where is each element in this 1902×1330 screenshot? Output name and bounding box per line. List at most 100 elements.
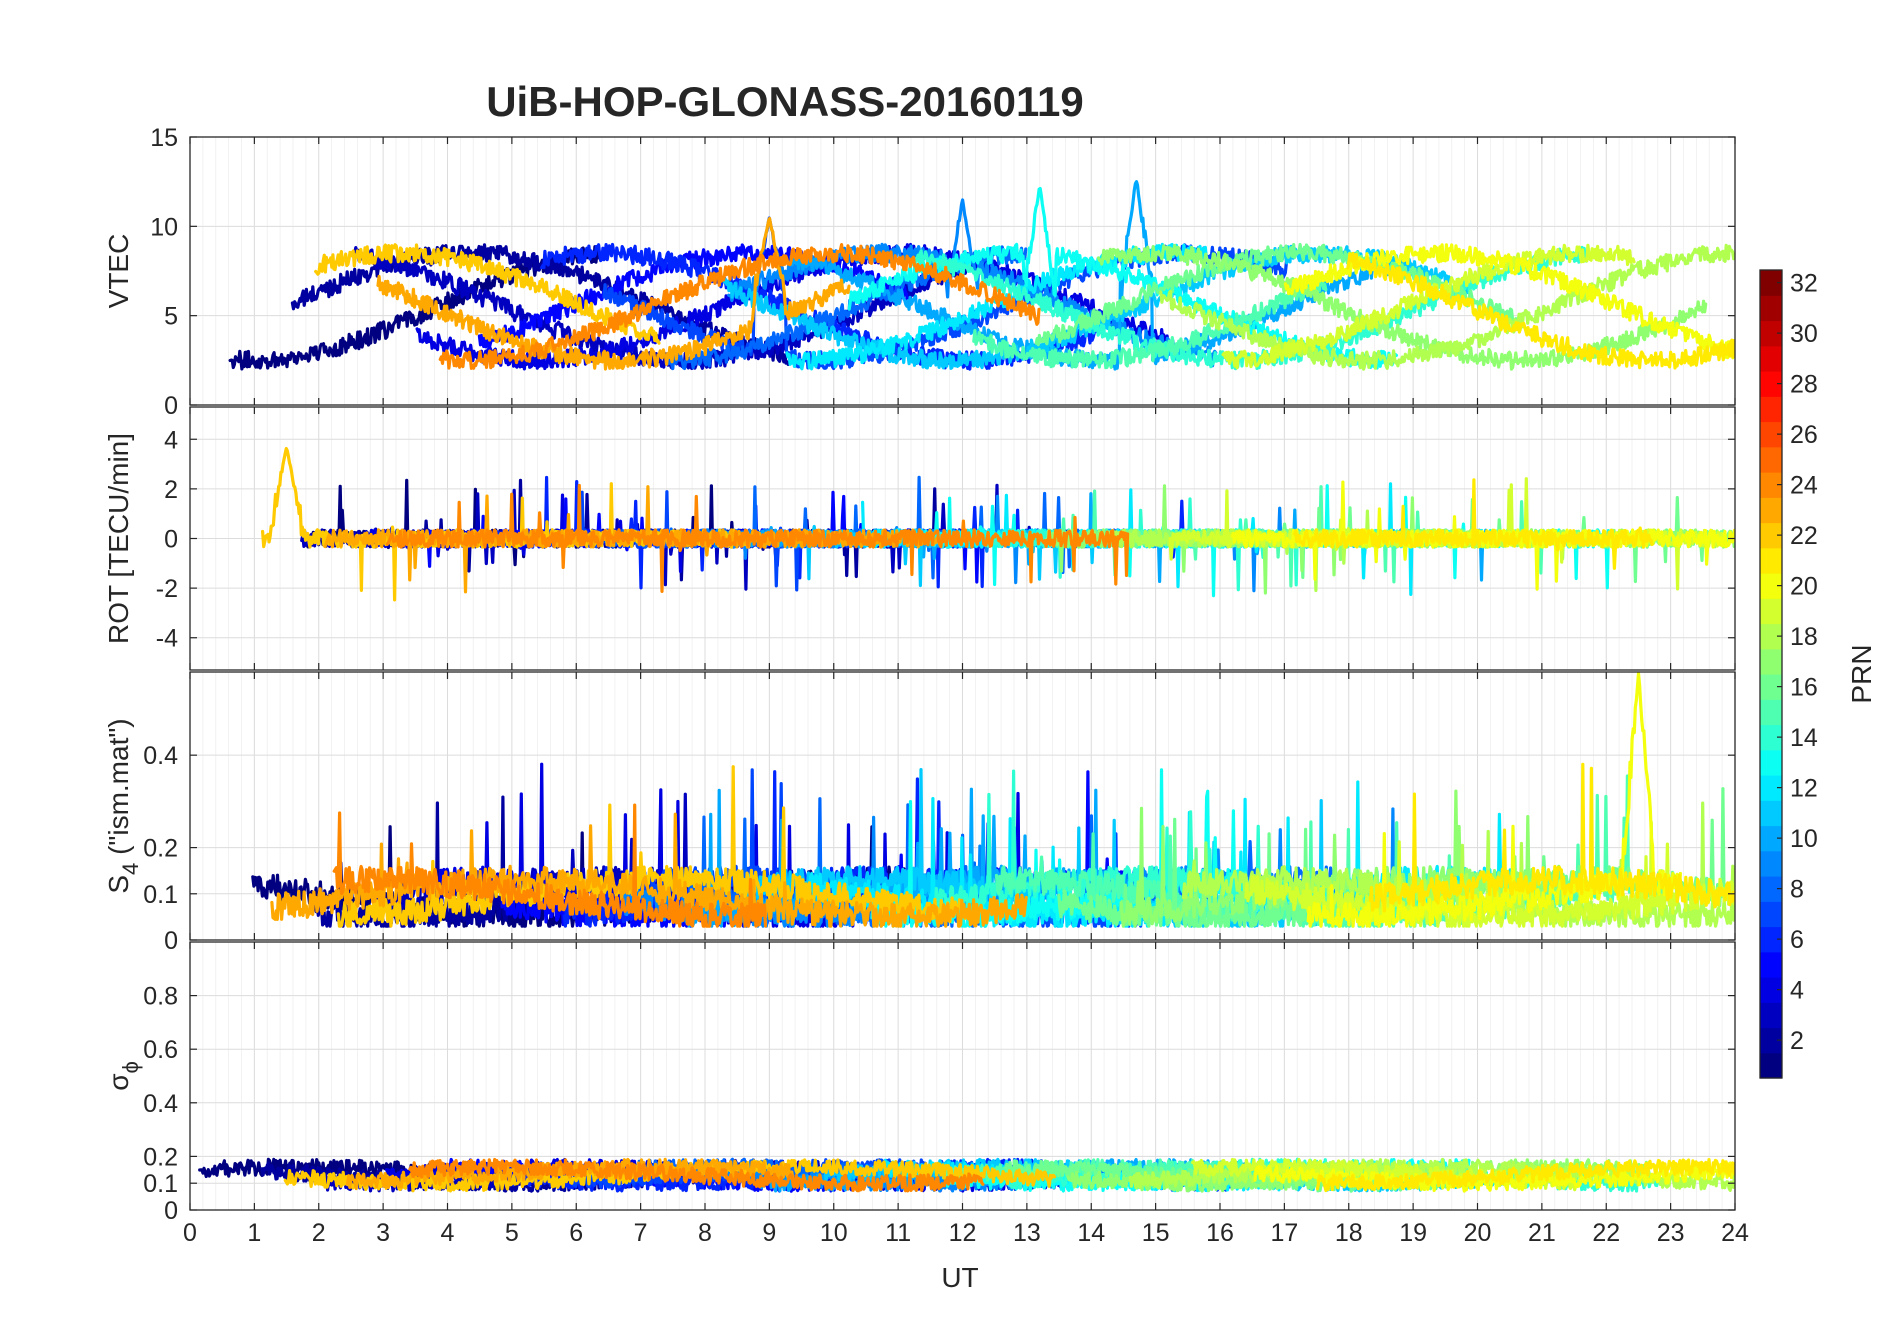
x-tick-label: 2	[312, 1219, 326, 1247]
colorbar-band	[1760, 648, 1782, 675]
y-tick-label: 2	[164, 476, 178, 504]
x-tick-label: 4	[441, 1219, 455, 1247]
x-tick-label: 5	[505, 1219, 519, 1247]
y-tick-label: 0.2	[143, 1143, 178, 1171]
colorbar-band	[1760, 876, 1782, 902]
colorbar-band	[1760, 598, 1782, 625]
y-axis-label: VTEC	[103, 234, 134, 309]
colorbar-tick-label: 18	[1790, 623, 1818, 651]
series-line-prn-21	[1368, 762, 1735, 913]
colorbar-band	[1760, 699, 1782, 726]
y-tick-label: 0.8	[143, 983, 178, 1011]
series-line-prn-17	[1066, 1158, 1652, 1193]
colorbar-band	[1760, 926, 1782, 953]
x-tick-label: 19	[1399, 1219, 1427, 1247]
colorbar-tick-label: 22	[1790, 522, 1818, 550]
colorbar-label: PRN	[1846, 644, 1877, 703]
x-axis-label: UT	[941, 1262, 978, 1293]
colorbar-band	[1760, 446, 1782, 473]
x-tick-label: 21	[1528, 1219, 1556, 1247]
y-tick-label: 5	[164, 303, 178, 331]
x-tick-label: 22	[1592, 1219, 1620, 1247]
y-tick-label: 0	[164, 927, 178, 955]
x-tick-label: 23	[1657, 1219, 1685, 1247]
colorbar-frame	[1759, 269, 1783, 1079]
y-tick-label: 0.4	[143, 742, 178, 770]
colorbar-tick-label: 6	[1790, 926, 1804, 954]
y-axis-label: σϕ	[103, 1061, 143, 1091]
colorbar-band	[1760, 901, 1782, 928]
colorbar-tick-label: 16	[1790, 674, 1818, 702]
colorbar-tick-label: 30	[1790, 320, 1818, 348]
y-tick-label: 0	[164, 526, 178, 554]
x-tick-label: 1	[247, 1219, 261, 1247]
series-line-prn-22	[314, 243, 661, 345]
trace-group	[261, 446, 1735, 602]
colorbar-band	[1760, 396, 1782, 423]
colorbar-band	[1760, 800, 1782, 827]
colorbar-band	[1760, 345, 1782, 372]
series-line-prn-21	[1293, 478, 1654, 570]
y-tick-label: 0.1	[143, 1170, 178, 1198]
series-line-prn-24	[408, 1157, 985, 1193]
x-tick-label: 14	[1077, 1219, 1105, 1247]
colorbar-band	[1760, 951, 1782, 978]
colorbar-tick-label: 10	[1790, 825, 1818, 853]
x-tick-label: 18	[1335, 1219, 1363, 1247]
y-tick-label: 0.4	[143, 1090, 178, 1118]
x-tick-label: 20	[1464, 1219, 1492, 1247]
x-tick-label: 10	[820, 1219, 848, 1247]
series-line-prn-24	[332, 803, 768, 928]
y-tick-label: 0.1	[143, 881, 178, 909]
series-line-prn-14	[909, 245, 1588, 371]
colorbar-tick-label: 20	[1790, 573, 1818, 601]
colorbar-band	[1760, 977, 1782, 1003]
colorbar-band	[1760, 497, 1782, 524]
colorbar-tick-label: 4	[1790, 977, 1804, 1005]
x-tick-label: 12	[949, 1219, 977, 1247]
x-tick-label: 9	[762, 1219, 776, 1247]
colorbar-band	[1760, 749, 1782, 776]
colorbar-tick-label: 28	[1790, 371, 1818, 399]
colorbar-band	[1760, 522, 1782, 549]
series-line-prn-17	[1096, 243, 1708, 371]
x-tick-label: 8	[698, 1219, 712, 1247]
y-axis-label: ROT [TECU/min]	[103, 433, 134, 644]
x-tick-label: 13	[1013, 1219, 1041, 1247]
colorbar-band	[1760, 472, 1782, 498]
y-tick-label: 0	[164, 392, 178, 420]
chart-title: UiB-HOP-GLONASS-20160119	[486, 78, 1084, 125]
panel-s4: 0 0.1 0.2 0.4S4 ("ism.mat")	[103, 671, 1736, 955]
series-line-prn-22	[261, 446, 750, 602]
x-tick-label: 6	[569, 1219, 583, 1247]
y-tick-label: 4	[164, 426, 178, 454]
colorbar-tick-label: 2	[1790, 1027, 1804, 1055]
colorbar-tick-label: 32	[1790, 270, 1818, 298]
colorbar-band	[1760, 1002, 1782, 1029]
panel-rot: -4 -2 0 2 4 ROT [TECU/min]	[103, 406, 1736, 671]
colorbar-band	[1760, 1052, 1782, 1079]
y-tick-label: 0.6	[143, 1036, 178, 1064]
x-tick-label: 0	[183, 1219, 197, 1247]
colorbar-band	[1760, 573, 1782, 599]
trace-group	[251, 672, 1735, 928]
colorbar-band	[1760, 850, 1782, 877]
series-line-prn-23	[376, 216, 851, 371]
colorbar-band	[1760, 547, 1782, 574]
colorbar-band	[1760, 724, 1782, 751]
series-line-prn-21	[1315, 1158, 1735, 1193]
colorbar-band	[1760, 1027, 1782, 1054]
y-tick-label: 0.2	[143, 835, 178, 863]
x-tick-label: 15	[1142, 1219, 1170, 1247]
panel-sigma: 00.10.2 0.4 0.6 0.8 σϕ	[103, 941, 1736, 1225]
colorbar-tick-label: 24	[1790, 472, 1818, 500]
colorbar-tick-label: 12	[1790, 775, 1818, 803]
series-line-prn-24	[438, 243, 1041, 370]
y-tick-label: -2	[156, 575, 178, 603]
series-line-prn-22	[336, 765, 967, 928]
colorbar-band	[1760, 623, 1782, 650]
series-line-prn-21	[1346, 251, 1735, 370]
series-line-prn-15	[972, 274, 1328, 370]
x-tick-label: 24	[1721, 1219, 1749, 1247]
series-line-prn-18	[1159, 243, 1735, 371]
